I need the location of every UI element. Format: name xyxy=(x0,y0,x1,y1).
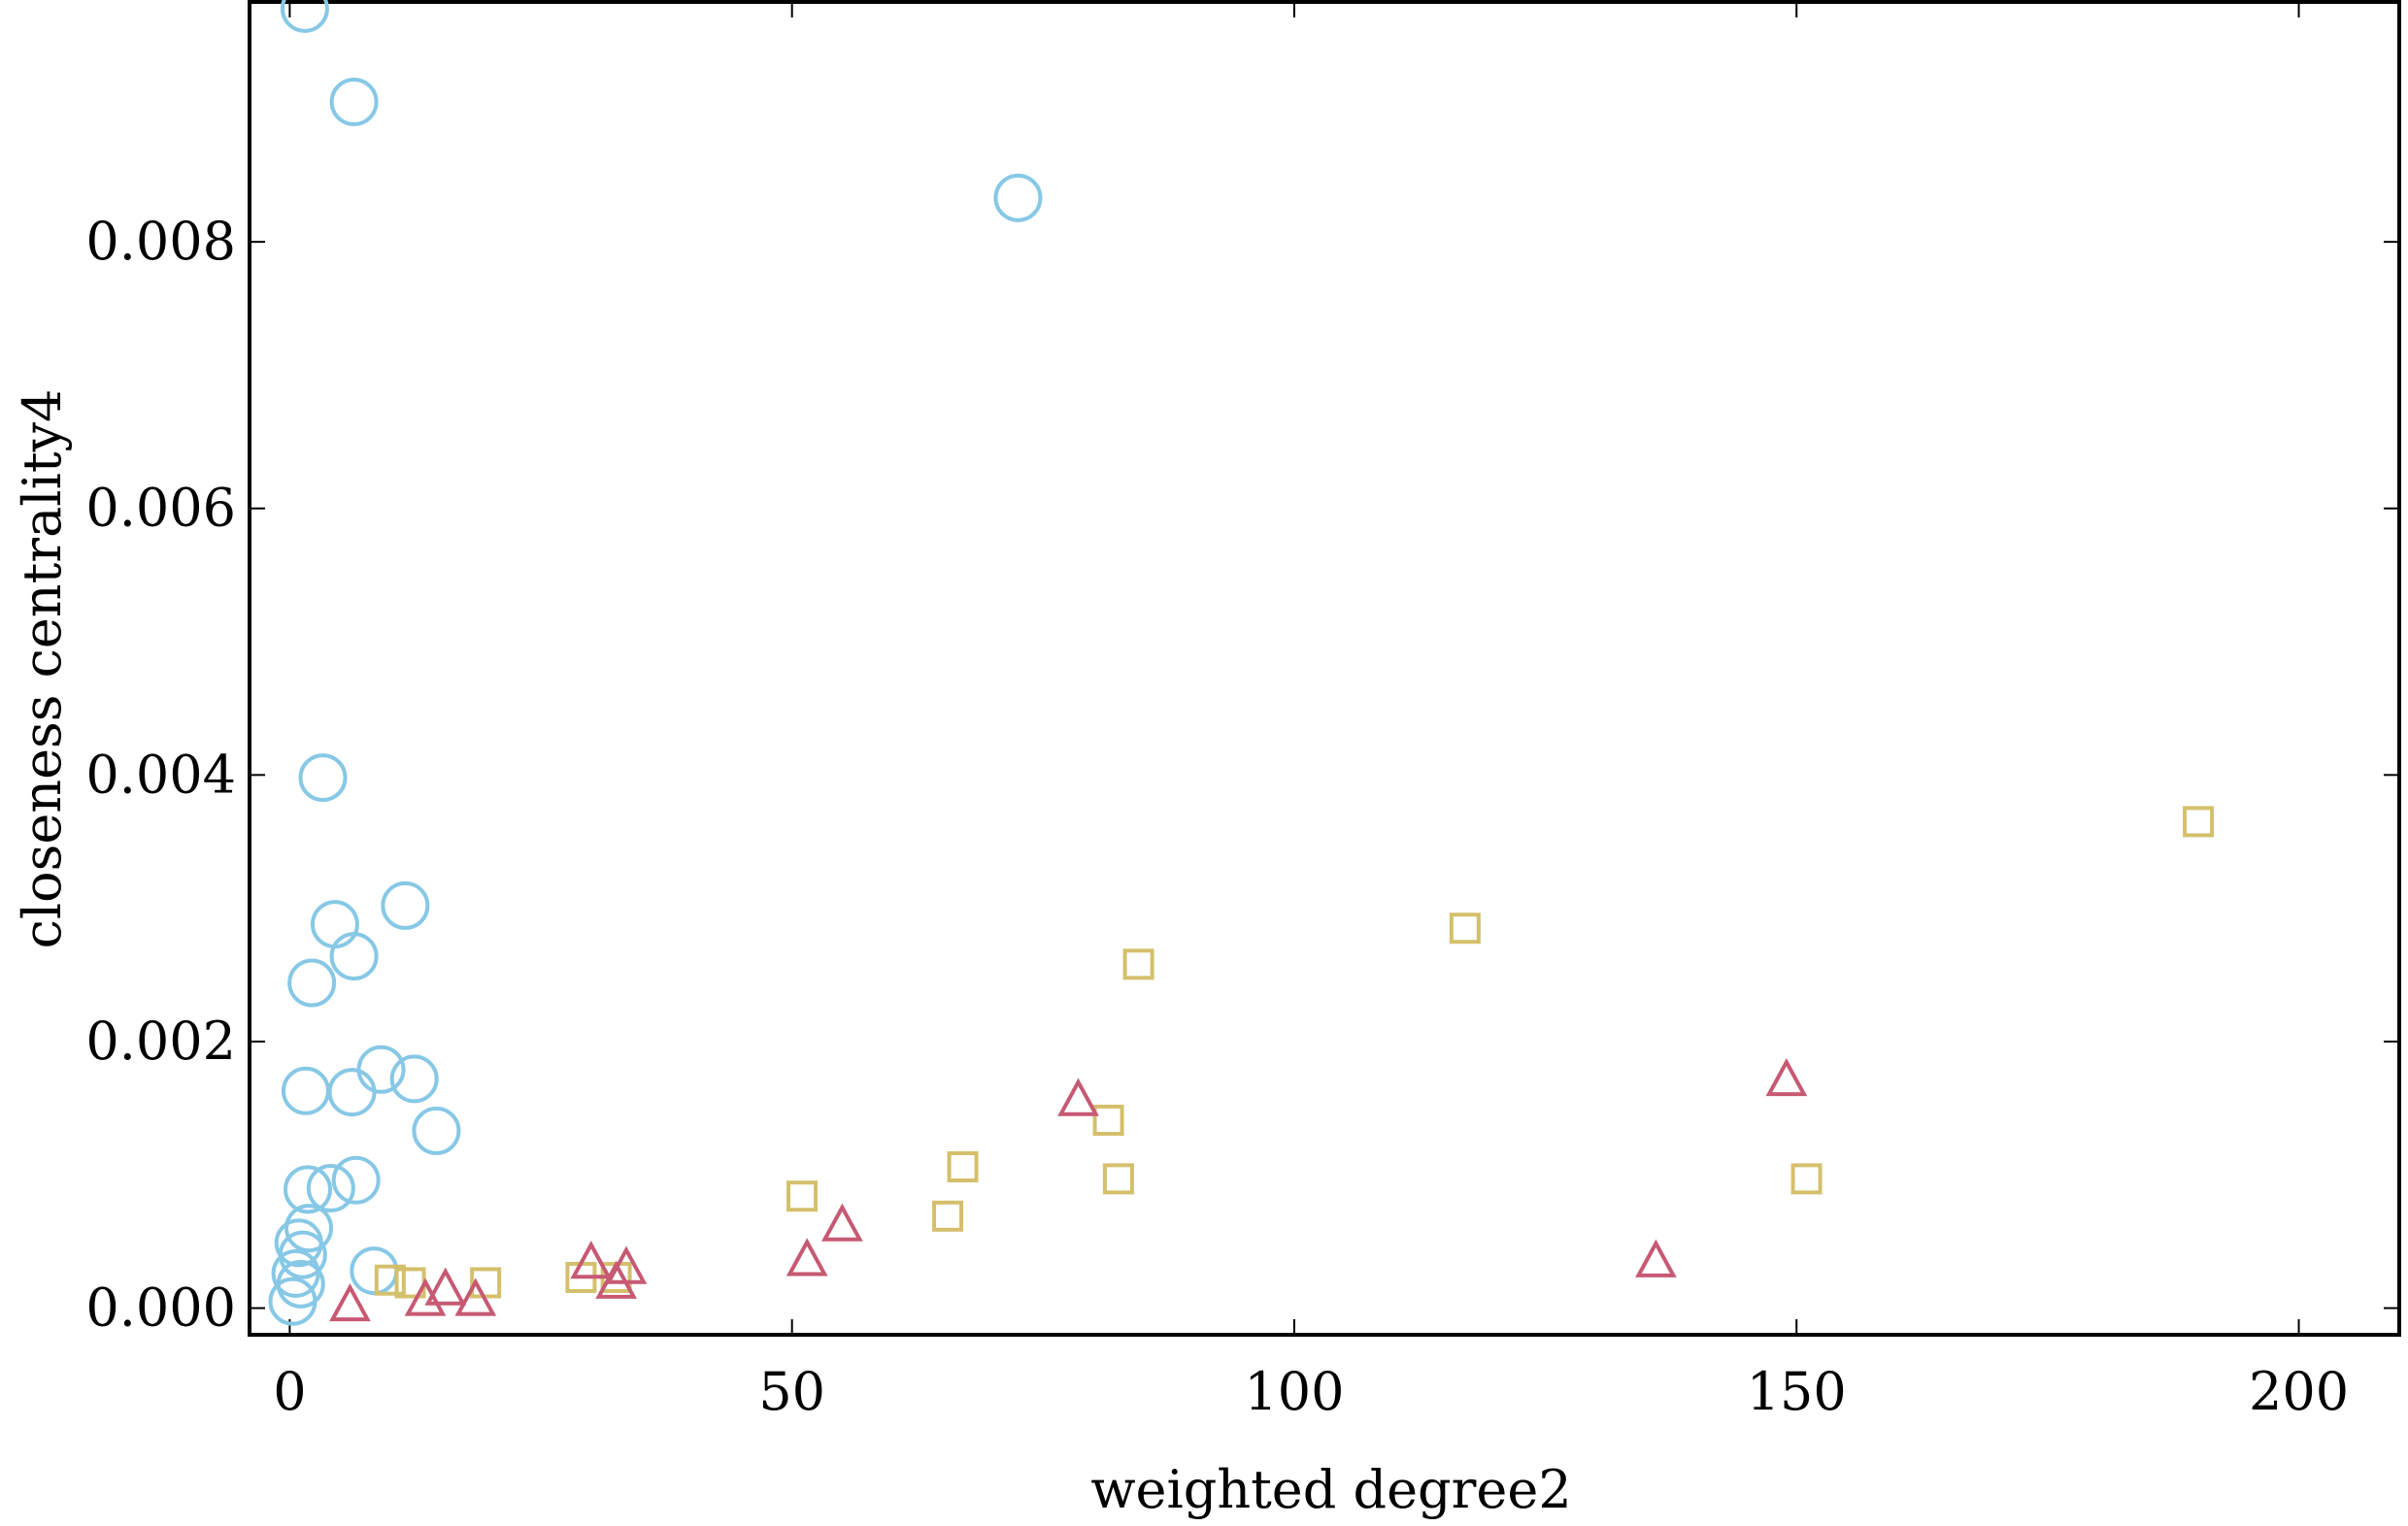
data-point-square xyxy=(470,1267,502,1299)
y-tick-label: 0.002 xyxy=(85,1011,236,1072)
data-point-triangle xyxy=(1765,1057,1808,1097)
data-markers xyxy=(268,0,2215,1326)
data-point-circle xyxy=(271,1248,320,1298)
data-point-square xyxy=(1790,1163,1823,1195)
data-point-circle xyxy=(327,1068,377,1117)
data-point-circle xyxy=(389,1054,439,1104)
data-point-circle xyxy=(287,958,337,1008)
data-point-circle xyxy=(284,1165,333,1214)
data-point-triangle xyxy=(424,1267,467,1306)
data-point-circle xyxy=(306,1163,355,1212)
data-point-triangle xyxy=(1057,1078,1099,1116)
data-point-triangle xyxy=(821,1203,863,1242)
data-point-triangle xyxy=(786,1238,828,1277)
data-point-circle xyxy=(268,1277,318,1326)
data-point-circle xyxy=(412,1106,461,1155)
data-point-circle xyxy=(331,1155,381,1205)
x-tick-label: 150 xyxy=(1747,1361,1847,1422)
x-axis-ticks: 0 50 100 150 200 xyxy=(273,2,2349,1422)
y-tick-label: 0.006 xyxy=(85,478,236,539)
data-point-circle xyxy=(298,753,348,803)
data-point-triangle xyxy=(454,1277,497,1316)
data-point-circle xyxy=(310,900,359,949)
y-axis-ticks: 0.000 0.002 0.004 0.006 0.008 xyxy=(85,211,2399,1339)
data-point-circle xyxy=(281,1066,330,1115)
data-point-circle xyxy=(280,0,329,33)
data-point-square xyxy=(1122,948,1154,980)
data-point-triangle xyxy=(404,1277,447,1316)
data-point-square xyxy=(932,1200,964,1232)
data-point-square xyxy=(374,1264,406,1296)
data-point-circle xyxy=(284,1204,334,1253)
data-point-triangle xyxy=(570,1241,613,1279)
data-point-circle xyxy=(993,173,1043,222)
y-tick-label: 0.000 xyxy=(85,1277,236,1339)
data-point-triangle xyxy=(329,1282,371,1322)
x-tick-label: 100 xyxy=(1244,1361,1344,1422)
y-tick-label: 0.004 xyxy=(85,744,236,805)
x-tick-label: 200 xyxy=(2249,1361,2349,1422)
data-point-triangle xyxy=(1635,1239,1677,1277)
data-point-circle xyxy=(381,880,430,930)
data-point-square xyxy=(2183,806,2215,838)
data-point-square xyxy=(1449,912,1481,945)
data-point-triangle xyxy=(595,1260,637,1299)
data-point-circle xyxy=(329,77,379,126)
data-point-square xyxy=(947,1151,979,1183)
data-point-circle xyxy=(356,1045,406,1094)
x-tick-label: 0 xyxy=(273,1361,306,1422)
data-point-square xyxy=(1092,1104,1124,1136)
y-axis-label: closeness centrality4 xyxy=(12,389,73,949)
x-tick-label: 50 xyxy=(758,1361,825,1422)
data-point-circle xyxy=(329,932,379,981)
data-point-square xyxy=(786,1180,819,1212)
plot-frame xyxy=(248,0,2401,1337)
data-point-square xyxy=(1102,1163,1134,1195)
y-tick-label: 0.008 xyxy=(85,211,236,272)
data-point-circle xyxy=(350,1246,399,1296)
x-axis-label: weighted degree2 xyxy=(1090,1459,1571,1520)
